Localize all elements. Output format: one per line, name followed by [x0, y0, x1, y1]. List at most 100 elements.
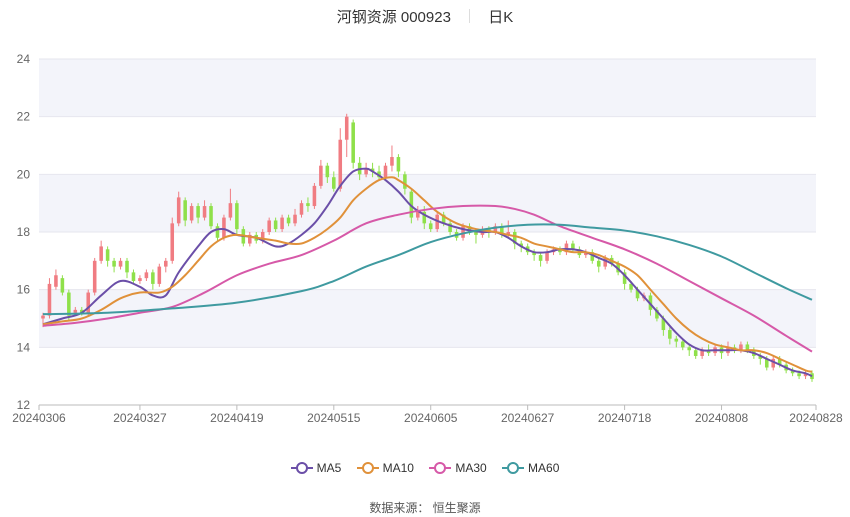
- title-divider: [469, 9, 471, 23]
- candle-body: [661, 318, 666, 331]
- candle-body: [196, 206, 200, 218]
- candle-body: [383, 165, 388, 178]
- candle-body: [790, 370, 795, 374]
- stock-title: 河钢资源 000923: [336, 9, 451, 26]
- candle-body: [222, 217, 226, 238]
- candle-body: [558, 249, 562, 253]
- candlestick-chart: 12 14 16 18 20 22 24 20240306 20240327 20240419 20…: [12, 52, 843, 425]
- candle-body: [512, 232, 517, 244]
- candle-body: [125, 260, 129, 273]
- candle-body: [474, 232, 478, 235]
- candle-body: [764, 358, 769, 368]
- candle-body: [138, 278, 142, 282]
- candle-body: [118, 260, 123, 267]
- legend-item-ma5[interactable]: MA5: [290, 461, 342, 475]
- candle-body: [319, 165, 323, 186]
- chart-title: 河钢资源 000923 日K: [0, 6, 850, 26]
- candle-body: [144, 272, 149, 279]
- y-tick-label: 16: [17, 283, 31, 297]
- candle-body: [771, 358, 776, 368]
- x-tick-label: 20240327: [113, 411, 167, 425]
- ma-line-ma60: [42, 223, 813, 316]
- candle-body: [564, 243, 569, 253]
- candle-body: [390, 157, 394, 166]
- candle-body: [538, 255, 543, 261]
- candle-body: [416, 211, 420, 218]
- y-tick-label: 22: [17, 110, 31, 124]
- period-label[interactable]: 日K: [488, 9, 514, 26]
- candle-body: [500, 226, 504, 235]
- candle-body: [54, 275, 58, 287]
- legend: MA5 MA10 MA30 MA60: [0, 458, 850, 475]
- candle-body: [590, 252, 595, 261]
- legend-swatch-ma60: [502, 462, 525, 474]
- legend-item-ma10[interactable]: MA10: [356, 461, 414, 475]
- candle-body: [92, 260, 97, 293]
- x-tick-label: 20240808: [695, 411, 749, 425]
- candle-body: [674, 338, 679, 342]
- x-tick-label: 20240718: [598, 411, 652, 425]
- candle-body: [584, 252, 588, 256]
- candle-body: [467, 226, 472, 232]
- candle-body: [622, 272, 627, 284]
- legend-label-ma60: MA60: [528, 461, 560, 475]
- legend-swatch-ma10: [356, 462, 379, 474]
- candle-body: [99, 246, 103, 261]
- legend-label-ma5: MA5: [316, 461, 342, 475]
- candle-body: [403, 174, 407, 189]
- plot-band: [39, 347, 816, 405]
- candle-body: [706, 350, 711, 354]
- candle-body: [312, 185, 317, 207]
- candle-body: [41, 315, 45, 319]
- candle-body: [428, 223, 433, 230]
- candle-body: [797, 373, 801, 377]
- candle-body: [693, 350, 698, 356]
- ma-line-ma30: [42, 204, 813, 353]
- candle-body: [655, 309, 659, 319]
- candle-body: [370, 168, 375, 172]
- y-tick-label: 24: [17, 52, 31, 66]
- candle-body: [151, 272, 155, 284]
- candle-body: [532, 252, 536, 256]
- candle-body: [441, 214, 446, 224]
- candle-body: [448, 223, 452, 232]
- legend-label-ma10: MA10: [382, 461, 414, 475]
- candle-body: [396, 157, 401, 172]
- candle-body: [364, 168, 368, 175]
- candle-body: [519, 243, 523, 247]
- plot-band: [39, 232, 816, 290]
- legend-item-ma60[interactable]: MA60: [502, 461, 559, 475]
- candle-body: [803, 373, 808, 377]
- candle-body: [668, 330, 672, 339]
- candle-body: [338, 139, 343, 189]
- candle-body: [603, 257, 607, 267]
- candle-body: [235, 203, 239, 230]
- candle-body: [344, 116, 349, 140]
- x-tick-label: 20240419: [210, 411, 264, 425]
- legend-swatch-ma30: [429, 462, 452, 474]
- candle-body: [635, 289, 640, 299]
- candle-body: [571, 243, 575, 250]
- candle-body: [209, 206, 213, 227]
- candle-body: [86, 292, 91, 313]
- candle-body: [306, 203, 310, 207]
- candle-body: [325, 165, 330, 178]
- y-tick-label: 20: [17, 167, 31, 181]
- candle-body: [164, 260, 168, 267]
- candle-body: [739, 344, 743, 351]
- x-tick-label: 20240515: [307, 411, 361, 425]
- candle-body: [73, 309, 78, 313]
- candle-body: [745, 344, 750, 351]
- legend-label-ma30: MA30: [455, 461, 487, 475]
- candle-body: [131, 272, 136, 282]
- y-tick-label: 18: [17, 225, 31, 239]
- candle-body: [680, 341, 685, 348]
- candle-body: [189, 206, 194, 221]
- x-tick-label: 20240627: [501, 411, 555, 425]
- candle-body: [629, 283, 633, 290]
- ma-line-ma5: [42, 167, 813, 378]
- candle-body: [67, 292, 71, 316]
- legend-item-ma30[interactable]: MA30: [429, 461, 487, 475]
- candle-body: [435, 214, 439, 230]
- candle-body: [758, 355, 763, 359]
